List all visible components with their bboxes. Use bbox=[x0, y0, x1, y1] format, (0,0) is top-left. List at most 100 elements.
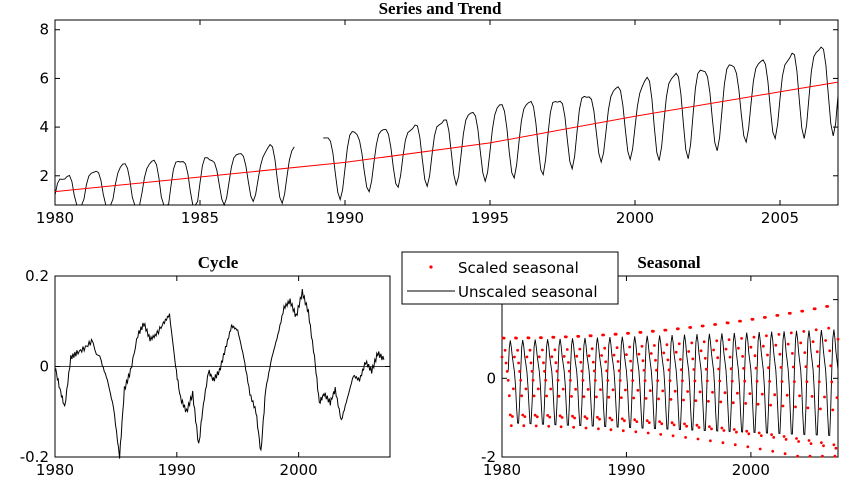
scaled-seasonal-point bbox=[708, 425, 711, 428]
scaled-seasonal-point bbox=[776, 314, 780, 317]
series-line bbox=[54, 143, 295, 207]
scaled-seasonal-point bbox=[568, 369, 571, 373]
scaled-seasonal-point bbox=[578, 347, 582, 351]
scaled-seasonal-point bbox=[811, 340, 815, 344]
scaled-seasonal-point bbox=[813, 307, 817, 311]
scaled-seasonal-point bbox=[640, 344, 644, 348]
scaled-seasonal-point bbox=[685, 424, 688, 428]
scaled-seasonal-point bbox=[798, 394, 801, 398]
scaled-seasonal-point bbox=[792, 365, 795, 369]
legend-unscaled-label: Unscaled seasonal bbox=[458, 283, 598, 301]
scaled-seasonal-point bbox=[646, 431, 650, 435]
scaled-seasonal-point bbox=[586, 388, 590, 391]
scaled-seasonal-point bbox=[780, 380, 784, 383]
scaled-seasonal-point bbox=[683, 422, 686, 426]
scaled-seasonal-point bbox=[550, 355, 554, 359]
scaled-seasonal-point bbox=[815, 350, 819, 354]
scaled-seasonal-point bbox=[516, 348, 519, 352]
scaled-seasonal-point bbox=[549, 387, 553, 391]
scaled-seasonal-point bbox=[801, 309, 805, 313]
scaled-seasonal-point bbox=[778, 352, 782, 356]
scaled-seasonal-point bbox=[751, 317, 755, 321]
scaled-seasonal-point bbox=[554, 361, 558, 365]
scaled-seasonal-point bbox=[704, 367, 708, 371]
scaled-seasonal-point bbox=[522, 424, 526, 428]
scaled-seasonal-point bbox=[567, 361, 570, 364]
scaled-seasonal-point bbox=[789, 331, 793, 335]
scaled-seasonal-point bbox=[758, 447, 762, 451]
scaled-seasonal-point bbox=[504, 361, 508, 365]
scaled-seasonal-point bbox=[529, 361, 533, 365]
scaled-seasonal-point bbox=[616, 360, 620, 363]
scaled-seasonal-point bbox=[757, 431, 761, 435]
scaled-seasonal-point bbox=[627, 331, 630, 335]
scaled-seasonal-point bbox=[824, 339, 827, 342]
seasonal-ytick-label: -2 bbox=[481, 448, 496, 466]
scaled-seasonal-point bbox=[716, 356, 720, 360]
scaled-seasonal-point bbox=[608, 416, 612, 420]
scaled-seasonal-point bbox=[544, 378, 547, 382]
scaled-seasonal-point bbox=[719, 400, 723, 404]
series-trend-xtick-label: 2000 bbox=[616, 209, 654, 227]
scaled-seasonal-point bbox=[674, 350, 678, 354]
scaled-seasonal-point bbox=[769, 403, 772, 407]
scaled-seasonal-point bbox=[603, 346, 607, 350]
scaled-seasonal-point bbox=[623, 419, 626, 423]
scaled-seasonal-point bbox=[799, 341, 803, 345]
scaled-seasonal-point bbox=[714, 323, 717, 326]
scaled-seasonal-point bbox=[832, 443, 836, 447]
scaled-seasonal-point bbox=[779, 366, 783, 369]
scaled-seasonal-point bbox=[564, 335, 568, 339]
scaled-seasonal-point bbox=[689, 326, 693, 329]
scaled-seasonal-point bbox=[648, 389, 652, 392]
scaled-seasonal-point bbox=[712, 348, 715, 352]
scaled-seasonal-point bbox=[829, 364, 833, 368]
scaled-seasonal-point bbox=[697, 426, 701, 429]
scaled-seasonal-point bbox=[661, 389, 665, 393]
scaled-seasonal-point bbox=[691, 357, 695, 361]
scaled-seasonal-point bbox=[532, 394, 536, 398]
series-line bbox=[323, 46, 839, 202]
scaled-seasonal-point bbox=[822, 444, 825, 448]
scaled-seasonal-point bbox=[519, 378, 523, 382]
scaled-seasonal-point bbox=[831, 408, 835, 412]
series-trend-xtick-label: 1985 bbox=[181, 209, 219, 227]
scaled-seasonal-point bbox=[692, 368, 696, 371]
series-trend-title: Series and Trend bbox=[379, 0, 502, 18]
scaled-seasonal-point bbox=[632, 396, 636, 400]
scaled-seasonal-point bbox=[772, 436, 776, 439]
scaled-seasonal-point bbox=[737, 346, 740, 350]
scaled-seasonal-point bbox=[694, 399, 698, 402]
scaled-seasonal-point bbox=[724, 347, 728, 351]
scaled-seasonal-point bbox=[590, 347, 594, 351]
scaled-seasonal-point bbox=[662, 351, 666, 355]
scaled-seasonal-point bbox=[635, 420, 639, 423]
scaled-seasonal-point bbox=[744, 402, 748, 405]
scaled-seasonal-point bbox=[797, 440, 800, 443]
scaled-seasonal-point bbox=[698, 390, 702, 394]
scaled-seasonal-point bbox=[672, 423, 676, 427]
scaled-seasonal-point bbox=[581, 379, 585, 382]
scaled-seasonal-point bbox=[542, 361, 545, 365]
scaled-seasonal-point bbox=[645, 419, 649, 422]
scaled-seasonal-point bbox=[565, 348, 569, 351]
scaled-seasonal-point bbox=[833, 454, 837, 458]
series-trend-xtick-label: 1980 bbox=[36, 209, 74, 227]
scaled-seasonal-point bbox=[612, 353, 616, 357]
scaled-seasonal-point bbox=[573, 416, 576, 420]
scaled-seasonal-point bbox=[809, 442, 813, 445]
scaled-seasonal-point bbox=[602, 333, 605, 337]
scaled-seasonal-point bbox=[561, 387, 565, 391]
scaled-seasonal-point bbox=[754, 366, 758, 370]
scaled-seasonal-point bbox=[507, 394, 511, 398]
scaled-seasonal-point bbox=[609, 428, 613, 432]
scaled-seasonal-point bbox=[634, 430, 638, 434]
series-trend-ytick-label: 6 bbox=[39, 69, 49, 87]
scaled-seasonal-point bbox=[547, 424, 551, 428]
series-trend-ytick-label: 4 bbox=[39, 118, 49, 136]
scaled-seasonal-point bbox=[665, 343, 669, 347]
scaled-seasonal-point bbox=[653, 344, 656, 347]
scaled-seasonal-point bbox=[808, 454, 812, 458]
scaled-seasonal-point bbox=[659, 433, 663, 436]
seasonal-xtick-label: 2000 bbox=[732, 461, 770, 479]
